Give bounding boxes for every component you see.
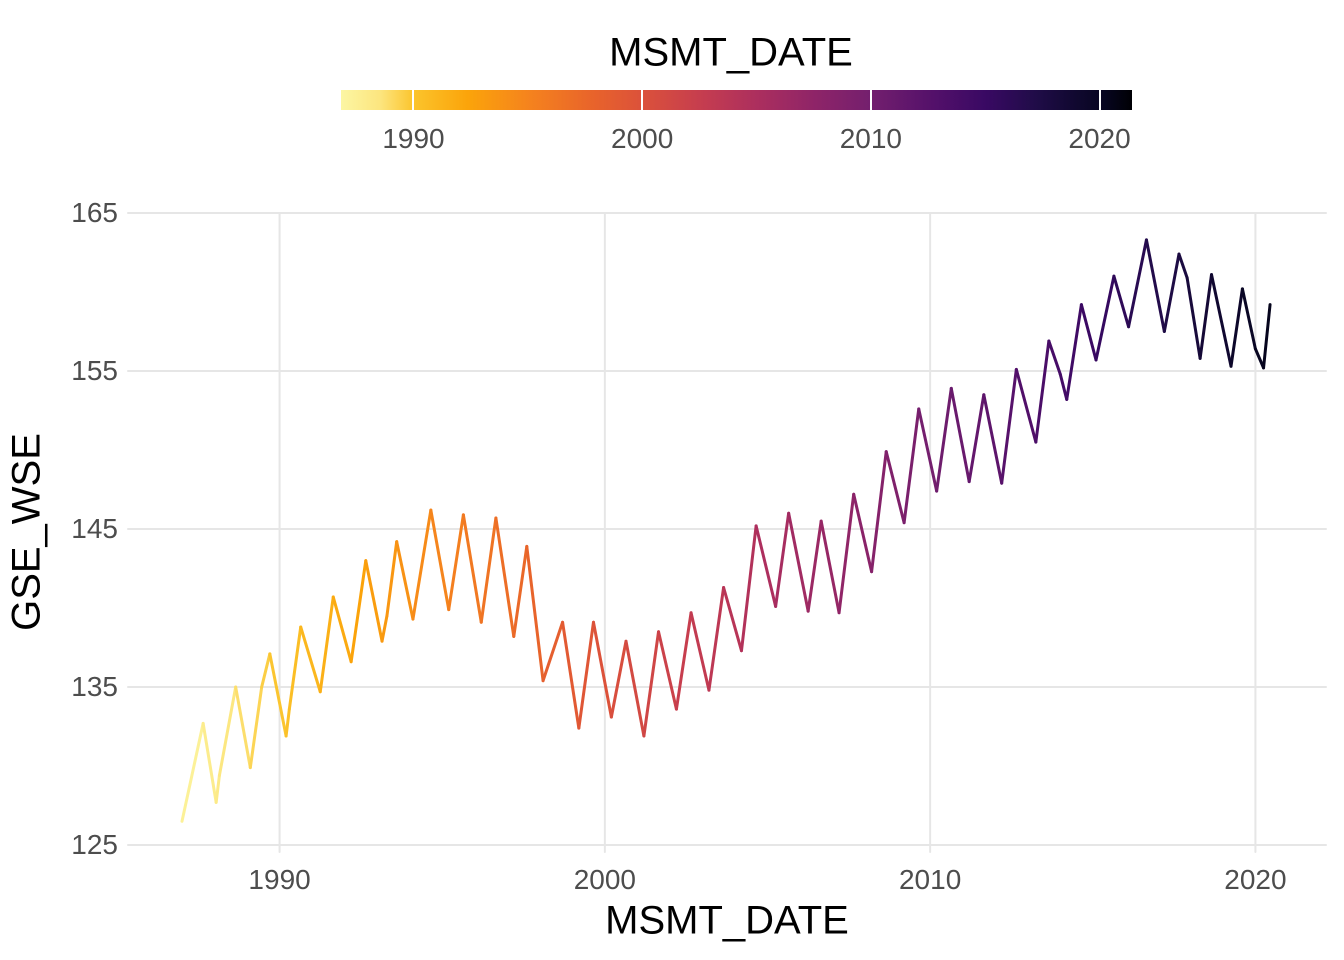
series-segment [982, 393, 1004, 485]
series-segment [577, 620, 595, 730]
y-tick-label: 145 [71, 513, 118, 545]
series-segment [1014, 367, 1038, 444]
series-segment [214, 774, 221, 804]
series-segment [609, 639, 628, 719]
series-segment [1177, 252, 1189, 280]
colorbar-tick-mark [869, 90, 872, 110]
y-tick-label: 135 [71, 671, 118, 703]
series-segment [1127, 238, 1148, 329]
series-segment [461, 513, 483, 624]
series-segment [1065, 303, 1083, 401]
series-segment [1262, 303, 1272, 370]
gse-wse-line [180, 238, 1272, 823]
series-segment [787, 511, 810, 613]
series-segment [707, 585, 726, 692]
series-segment [1253, 347, 1266, 370]
series-segment [1210, 273, 1233, 368]
series-segment [870, 450, 888, 574]
series-segment [657, 630, 678, 711]
colorbar-tick-label: 2020 [1068, 123, 1131, 154]
series-segment [525, 544, 545, 683]
y-tick-label: 125 [71, 829, 118, 861]
x-tick-label: 1990 [248, 864, 311, 895]
series-segment [561, 620, 581, 730]
series-segment [739, 524, 758, 653]
series-segment [837, 492, 856, 615]
series-segment [1162, 252, 1181, 334]
series-segment [380, 614, 389, 643]
series-segment [689, 611, 711, 692]
x-tick-label: 2000 [573, 864, 636, 895]
series-segment [429, 508, 451, 612]
series-segment [884, 450, 906, 525]
series-segment [624, 639, 646, 738]
legend-title: MSMT_DATE [609, 30, 853, 75]
colorbar-tick-mark [1098, 90, 1101, 110]
series-segment [1058, 372, 1069, 401]
series-segment [180, 721, 205, 823]
y-axis-title: GSE_WSE [4, 433, 49, 631]
y-tick-label: 155 [71, 355, 118, 386]
series-segment [967, 393, 986, 484]
series-segment [1112, 274, 1131, 329]
series-segment [1079, 303, 1098, 362]
series-segment [364, 559, 384, 643]
series-segment [299, 625, 322, 694]
series-segment [902, 407, 921, 525]
x-axis-title: MSMT_DATE [605, 898, 849, 943]
series-segment [774, 511, 791, 608]
series-segment [722, 585, 743, 653]
series-segment [1047, 339, 1062, 376]
series-segment [852, 492, 874, 574]
series-segment [447, 513, 465, 612]
series-segment [248, 685, 264, 770]
colorbar-tick-label: 2010 [839, 123, 902, 154]
series-segment [217, 685, 238, 778]
series-segment [1144, 238, 1166, 334]
series-segment [1094, 274, 1116, 362]
series-segment [479, 516, 498, 624]
colorbar-tick-mark [412, 90, 415, 110]
series-segment [318, 595, 335, 694]
colorbar-gradient [341, 90, 1132, 110]
series-segment [411, 508, 433, 621]
series-segment [268, 652, 288, 738]
series-segment [284, 707, 291, 738]
series-segment [201, 721, 218, 804]
series-segment [935, 386, 953, 493]
series-segment [642, 630, 661, 738]
series-segment [385, 540, 399, 618]
series-segment [949, 386, 971, 484]
series-segment [395, 540, 415, 621]
series-segment [512, 544, 529, 638]
x-tick-label: 2010 [898, 864, 962, 895]
series-segment [1240, 287, 1257, 351]
series-segment [806, 519, 823, 613]
series-segment [754, 524, 778, 608]
series-segment [1198, 273, 1214, 360]
series-segment [591, 620, 613, 719]
colorbar-tick-mark [641, 90, 644, 110]
colorbar-tick-label: 2000 [611, 123, 674, 154]
series-segment [674, 611, 693, 711]
series-segment [234, 685, 252, 770]
series-segment [349, 559, 368, 664]
series-segment [331, 595, 353, 664]
series-segment [917, 407, 939, 493]
x-tick-label: 2020 [1224, 864, 1287, 895]
series-segment [1185, 276, 1202, 360]
series-segment [1034, 339, 1051, 444]
y-tick-label: 165 [71, 197, 118, 228]
series-segment [1229, 287, 1244, 368]
series-segment [287, 625, 303, 711]
series-segment [1000, 367, 1018, 485]
series-segment [260, 652, 272, 689]
colorbar-tick-label: 1990 [382, 123, 445, 154]
series-segment [819, 519, 841, 615]
series-segment [494, 516, 516, 638]
series-segment [541, 620, 565, 683]
